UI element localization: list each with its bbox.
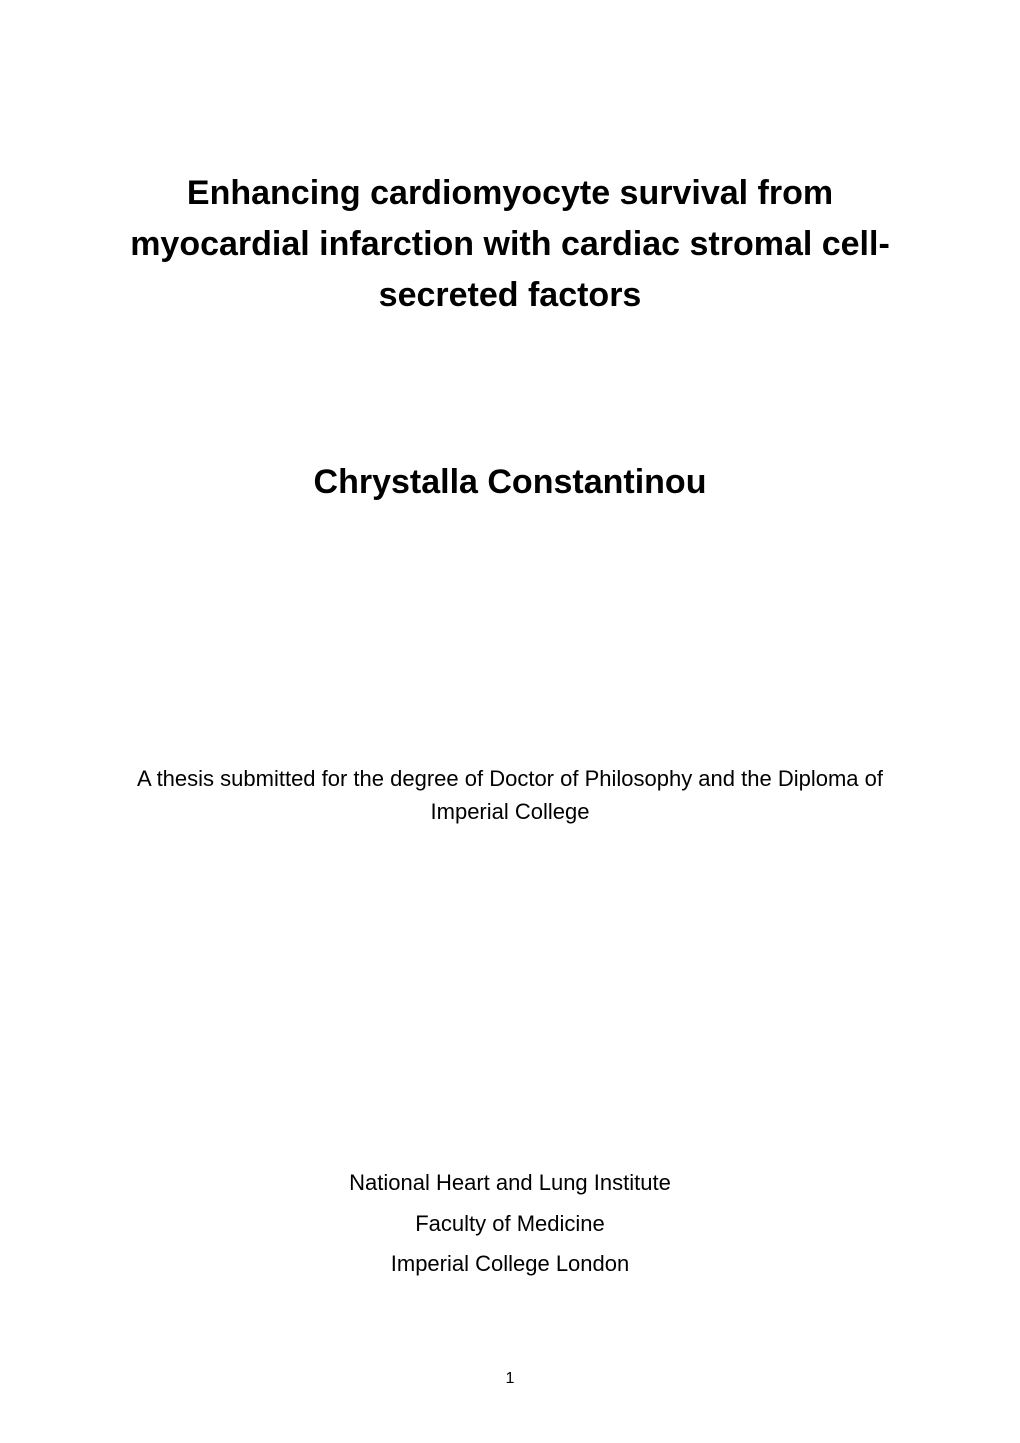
institution-block: National Heart and Lung Institute Facult… [124,1163,896,1285]
submission-statement: A thesis submitted for the degree of Doc… [124,762,896,828]
thesis-title: Enhancing cardiomyocyte survival from my… [124,168,896,321]
institution-line: Faculty of Medicine [124,1204,896,1245]
institution-line: Imperial College London [124,1244,896,1285]
document-page: Enhancing cardiomyocyte survival from my… [0,0,1020,1443]
author-name: Chrystalla Constantinou [124,463,896,502]
institution-line: National Heart and Lung Institute [124,1163,896,1204]
page-number: 1 [0,1370,1020,1388]
